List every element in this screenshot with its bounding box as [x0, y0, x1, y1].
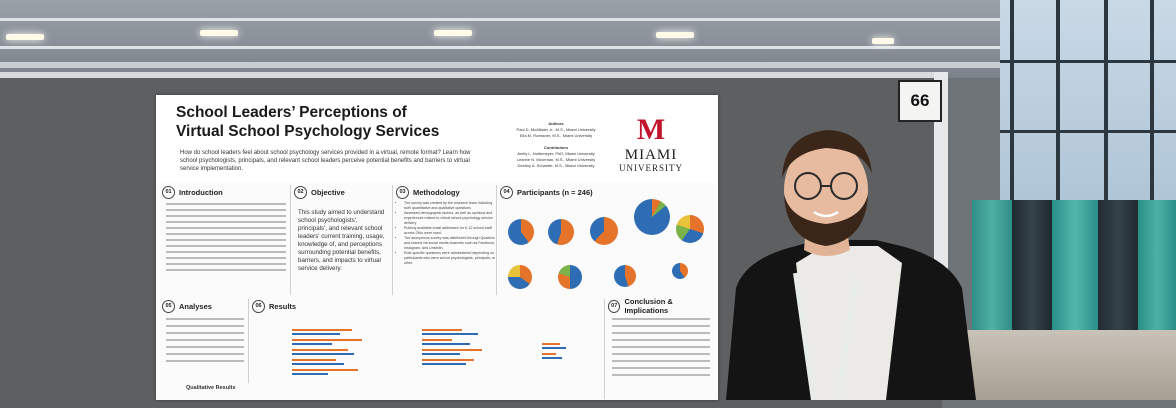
lanyard — [835, 277, 859, 400]
pie-chart — [508, 265, 532, 289]
pie-chart — [558, 265, 582, 289]
section-title: Conclusion & Implications — [624, 297, 673, 315]
section-number: 03 — [396, 185, 409, 199]
poster-question: How do school leaders feel about school … — [180, 150, 471, 172]
miami-logo-text: MIAMI UNIVERSITY — [606, 147, 696, 173]
methodology-bullet: Role-specific questions were administere… — [404, 251, 496, 266]
research-poster: School Leaders’ Perceptions of Virtual S… — [156, 95, 718, 400]
logo-name: MIAMI — [624, 147, 678, 163]
miami-logo-mark: M — [636, 113, 666, 146]
pie-chart — [548, 219, 574, 245]
section-title: Objective — [311, 187, 345, 197]
booth-number: 66 — [898, 80, 942, 122]
section-objective: 02 Objective This study aimed to understa… — [294, 185, 393, 295]
ceiling-light — [6, 34, 44, 40]
section-introduction: 01 Introduction — [162, 185, 291, 295]
ceiling-light — [656, 32, 694, 38]
pie-chart — [676, 215, 704, 243]
beard — [784, 194, 868, 246]
section-number: 02 — [294, 185, 307, 199]
ceiling — [0, 0, 1000, 78]
pie-chart — [508, 219, 534, 245]
truss — [0, 18, 1000, 21]
author: Ella M. Roessner, M.S., Miami University — [519, 133, 593, 138]
section-title: Participants (n = 246) — [517, 187, 593, 197]
contributor: Amity L. Noltemeyer, PhD, Miami Universi… — [517, 151, 595, 156]
truss — [0, 62, 1000, 68]
section-title: Introduction — [179, 187, 223, 197]
hair — [782, 130, 872, 178]
methodology-bullet: The survey was created by the research t… — [404, 201, 496, 211]
section-number: 07 — [608, 299, 621, 313]
ceiling-light — [872, 38, 894, 44]
presenter-person — [726, 130, 976, 400]
floor — [960, 330, 1176, 400]
poster-title-line: Virtual School Psychology Services — [176, 123, 440, 140]
methodology-bullet: The anonymous survey was distributed thr… — [404, 236, 496, 251]
pie-chart — [590, 217, 618, 245]
poster-title: School Leaders’ Perceptions of Virtual S… — [176, 103, 476, 141]
authors-heading: Authors — [548, 121, 564, 126]
section-title: Methodology — [413, 187, 460, 197]
section-participants: 04 Participants (n = 246) — [500, 185, 712, 295]
section-number: 05 — [162, 299, 175, 313]
qualitative-results-title: Qualitative Results — [186, 385, 236, 391]
section-title: Results — [269, 301, 297, 311]
section-title: Analyses — [179, 301, 212, 311]
objective-text: This study aimed to understand school ps… — [298, 209, 385, 272]
author: Paul D. McAllister Jr., M.S., Miami Univ… — [516, 127, 596, 132]
contributors-heading: Contributors — [543, 145, 569, 150]
section-results: 06 Results — [252, 299, 605, 399]
pie-chart — [614, 265, 636, 287]
section-number: 06 — [252, 299, 265, 313]
smile — [813, 210, 839, 218]
section-number: 04 — [500, 185, 513, 199]
section-number: 01 — [162, 185, 175, 199]
poster-title-line: School Leaders’ Perceptions of — [176, 104, 407, 121]
face — [784, 140, 868, 240]
methodology-bullet: Assessed demographic factors, as well as… — [404, 211, 496, 226]
logo-sub: UNIVERSITY — [619, 163, 683, 173]
lanyard — [793, 272, 817, 400]
contributor: Leanne N. Moorman, M.S., Miami Universit… — [516, 157, 596, 162]
section-analyses: 05 Analyses — [162, 299, 249, 383]
ceiling-light — [434, 30, 472, 36]
ceiling-light — [200, 30, 238, 36]
section-conclusion: 07 Conclusion & Implications — [608, 297, 714, 399]
truss — [0, 46, 1000, 49]
pie-chart — [634, 199, 670, 235]
methodology-bullet: Publicly available email addresses for K… — [404, 226, 496, 236]
section-methodology: 03 Methodology The survey was created by … — [396, 185, 497, 295]
poster-header — [156, 95, 718, 183]
contributor: Destiny A. Schaefer, M.S., Miami Univers… — [517, 163, 595, 168]
authors-block: Authors Paul D. McAllister Jr., M.S., Mi… — [496, 121, 616, 169]
pie-chart — [672, 263, 688, 279]
